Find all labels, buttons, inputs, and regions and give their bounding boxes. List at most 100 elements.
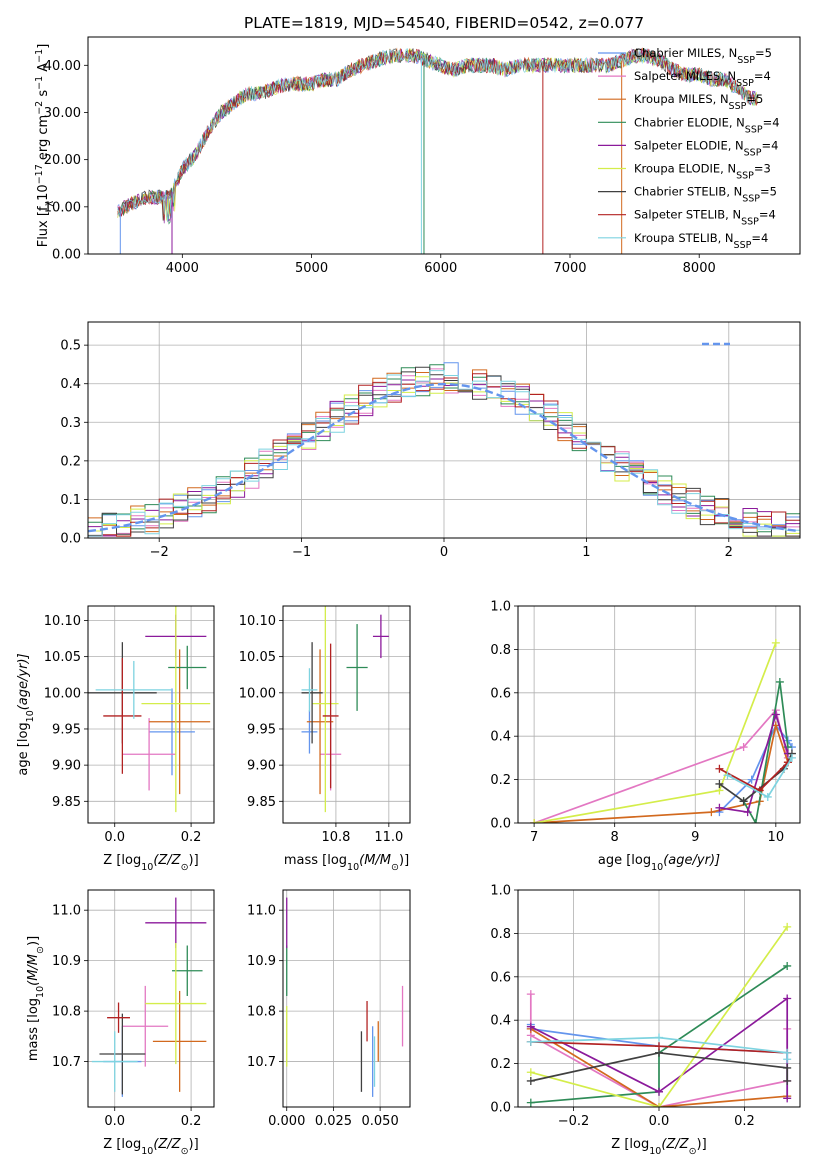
- weight-vs-age-panel: 7 8 9 10 0.0 0.2 0.4 0.6 0.8 1.0 age [log10(age/yr…: [490, 600, 801, 873]
- legend-entry: Kroupa MILES, NSSP=5: [634, 92, 763, 112]
- errorbar-point: [91, 1031, 138, 1092]
- axes-frame: [87, 889, 215, 1108]
- mass-vs-Z-panel: 0.0 0.2 10.7 10.8 10.9 11.0 Z [log10(Z/Z⊙)] mas…: [26, 889, 215, 1157]
- y-tick-label: 10.9: [247, 954, 276, 969]
- y-tick-label: 10.7: [247, 1055, 276, 1070]
- y-tick-label: 0.0: [490, 817, 511, 832]
- legend-entry: Kroupa STELIB, NSSP=4: [634, 231, 768, 251]
- errorbar-point: [122, 985, 169, 1067]
- y-tick-label: 10.9: [52, 954, 81, 969]
- x-tick-label: 0: [440, 545, 448, 560]
- weight-marker: [655, 1042, 663, 1051]
- legend-entry: Chabrier ELODIE, NSSP=4: [634, 115, 780, 135]
- y-tick-label: 0.0: [60, 532, 81, 547]
- errorbar-point: [122, 718, 176, 791]
- spectrum-title: PLATE=1819, MJD=54540, FIBERID=0542, z=0…: [244, 14, 644, 32]
- y-tick-label: 10.00: [239, 686, 276, 701]
- weight-series: [526, 922, 792, 1107]
- errorbar-point: [372, 614, 389, 659]
- y-tick-label: 9.90: [247, 759, 276, 774]
- spectrum-lines: [117, 47, 758, 254]
- errorbar-point: [322, 643, 339, 789]
- weight-marker: [747, 775, 756, 784]
- weight-marker: [739, 797, 748, 806]
- y-tick-label: 0.4: [490, 730, 511, 745]
- legend-entry: Salpeter ELODIE, NSSP=4: [634, 138, 778, 158]
- weight-marker: [526, 1022, 535, 1031]
- spectrum-y-label: Flux [fλ10−17 erg cm−2 s−1 A−1]: [34, 44, 56, 248]
- y-tick-label: 0.4: [60, 377, 81, 392]
- weight-marker: [723, 771, 732, 780]
- mass-vs-Z-x-label: Z [log10(Z/Z⊙)]: [103, 1137, 198, 1157]
- y-tick-label: 9.85: [52, 795, 81, 810]
- y-tick-label: 0.2: [490, 773, 511, 788]
- weight-marker: [715, 764, 724, 773]
- errorbar-point: [107, 1002, 130, 1033]
- y-tick-label: 10.10: [239, 614, 276, 629]
- y-tick-label: 10.05: [44, 650, 81, 665]
- y-tick-label: 1.0: [490, 600, 511, 615]
- x-tick-label: 0.025: [315, 1114, 352, 1129]
- y-tick-label: 9.90: [52, 759, 81, 774]
- weight-marker: [530, 819, 539, 823]
- x-tick-label: 7000: [553, 261, 586, 276]
- legend-entry: Kroupa ELODIE, NSSP=3: [634, 162, 771, 182]
- x-tick-label: 0.0: [649, 1114, 670, 1129]
- errorbar-point: [95, 660, 172, 719]
- axes-frame: [282, 605, 411, 824]
- legend-entry: Chabrier MILES, NSSP=5: [634, 46, 772, 66]
- x-tick-label: 7: [530, 830, 538, 845]
- y-tick-label: 0.4: [490, 1014, 511, 1029]
- y-tick-label: 0.8: [490, 643, 511, 658]
- weight-marker: [783, 922, 792, 931]
- x-tick-label: 0.0: [104, 830, 125, 845]
- y-tick-label: 0.6: [490, 970, 511, 985]
- y-tick-label: 40.00: [44, 59, 81, 74]
- y-tick-label: 0.2: [60, 454, 81, 469]
- weight-marker: [775, 677, 784, 686]
- errorbar-point: [301, 710, 318, 754]
- y-tick-label: 0.8: [490, 927, 511, 942]
- weight-marker: [739, 743, 748, 752]
- histogram-lines: [88, 362, 800, 537]
- axes-frame: [282, 889, 411, 1108]
- x-tick-label: 8: [611, 830, 619, 845]
- y-tick-label: 0.1: [60, 493, 81, 508]
- weight-marker: [655, 1103, 663, 1107]
- age-vs-mass-panel: 10.8 11.0 9.85 9.90 9.95 10.00 10.05 10.10 mass …: [239, 605, 411, 873]
- weight-marker: [715, 803, 724, 812]
- errorbar-points: [301, 606, 389, 813]
- weight-marker: [787, 753, 796, 762]
- weight-vs-Z-panel: −0.2 0.0 0.2 0.0 0.2 0.4 0.6 0.8 1.0 Z [log10(Z/Z…: [490, 884, 801, 1157]
- spectrum-legend: Chabrier MILES, NSSP=5 Salpeter MILES, NS…: [598, 46, 780, 250]
- x-tick-label: 0.050: [362, 1114, 399, 1129]
- errorbar-point: [103, 658, 142, 774]
- axes-frame: [517, 889, 801, 1108]
- x-tick-label: 0.2: [181, 1114, 202, 1129]
- errorbar-point: [301, 668, 318, 712]
- x-tick-label: 0.000: [268, 1114, 305, 1129]
- x-tick-label: 8000: [683, 261, 716, 276]
- errorbar-points: [88, 606, 211, 813]
- y-tick-label: 0.3: [60, 416, 81, 431]
- mass-vs-EBV-panel: 0.000 0.025 0.050 10.7 10.8 10.9 11.0: [247, 889, 411, 1129]
- x-tick-label: 6000: [424, 261, 457, 276]
- y-tick-label: 9.95: [247, 722, 276, 737]
- weight-marker: [783, 994, 792, 1003]
- errorbar-points: [286, 897, 404, 1097]
- x-tick-label: 9: [691, 830, 699, 845]
- x-tick-label: −2: [150, 545, 169, 560]
- weight-series-line: [530, 926, 788, 1107]
- x-tick-label: −0.2: [558, 1114, 590, 1129]
- y-tick-label: 10.8: [52, 1005, 81, 1020]
- errorbar-point: [346, 624, 368, 711]
- y-tick-label: 9.85: [247, 795, 276, 810]
- x-tick-label: 0.0: [104, 1114, 125, 1129]
- y-tick-label: 10.00: [44, 200, 81, 215]
- errorbar-point: [168, 645, 207, 690]
- age-vs-Z-x-label: Z [log10(Z/Z⊙)]: [103, 853, 198, 873]
- errorbar-point: [149, 649, 211, 795]
- legend-entry: Chabrier STELIB, NSSP=5: [634, 185, 777, 205]
- x-tick-label: 2: [725, 545, 733, 560]
